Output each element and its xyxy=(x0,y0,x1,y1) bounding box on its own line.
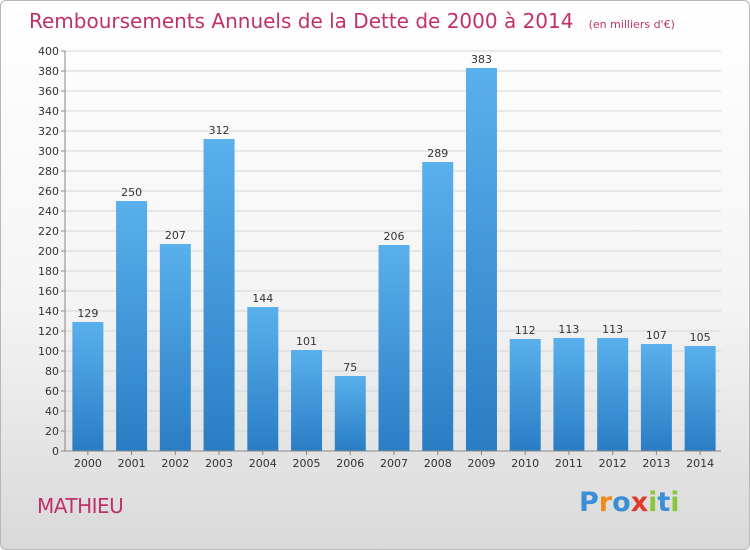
bar-2001 xyxy=(116,201,148,451)
data-label-2001: 250 xyxy=(121,186,142,199)
y-tick-label: 260 xyxy=(38,185,59,198)
y-tick-label: 240 xyxy=(38,205,59,218)
commune-name: MATHIEU xyxy=(37,494,124,518)
bar-2011 xyxy=(553,338,585,451)
y-tick-label: 340 xyxy=(38,105,59,118)
y-tick-label: 160 xyxy=(38,285,59,298)
y-tick-label: 280 xyxy=(38,165,59,178)
logo-letter: P xyxy=(579,487,599,518)
bar-2010 xyxy=(509,339,541,451)
data-label-2002: 207 xyxy=(165,229,186,242)
y-tick-label: 60 xyxy=(45,385,59,398)
bar-2000 xyxy=(72,322,104,451)
y-tick-label: 320 xyxy=(38,125,59,138)
y-tick-label: 200 xyxy=(38,245,59,258)
data-label-2000: 129 xyxy=(77,307,98,320)
bar-2009 xyxy=(465,68,497,451)
x-tick-label-2010: 2010 xyxy=(511,457,539,470)
data-label-2012: 113 xyxy=(602,323,623,336)
proxiti-logo: Proxiti xyxy=(579,487,680,518)
bar-2014 xyxy=(684,346,716,451)
data-label-2014: 105 xyxy=(690,331,711,344)
logo-letter: i xyxy=(648,487,658,518)
y-tick-label: 380 xyxy=(38,65,59,78)
y-tick-label: 180 xyxy=(38,265,59,278)
x-tick-label-2005: 2005 xyxy=(293,457,321,470)
x-tick-label-2000: 2000 xyxy=(74,457,102,470)
x-tick-label-2013: 2013 xyxy=(642,457,670,470)
logo-letter: o xyxy=(612,487,631,518)
logo-letter: i xyxy=(670,487,680,518)
x-tick-label-2011: 2011 xyxy=(555,457,583,470)
x-tick-label-2014: 2014 xyxy=(686,457,714,470)
y-tick-label: 40 xyxy=(45,405,59,418)
bar-2004 xyxy=(247,307,279,451)
chart-title: Remboursements Annuels de la Dette de 20… xyxy=(29,9,675,33)
x-tick-label-2003: 2003 xyxy=(205,457,233,470)
data-labels: 129 250 207 312 144 101 75 206 289 383 112 113 113 10… xyxy=(77,53,710,374)
bar-2003 xyxy=(203,139,235,451)
bar-2012 xyxy=(597,338,629,451)
bar-2007 xyxy=(378,245,410,451)
chart-title-text: Remboursements Annuels de la Dette de 20… xyxy=(29,9,573,33)
y-tick-label: 140 xyxy=(38,305,59,318)
data-label-2009: 383 xyxy=(471,53,492,66)
x-tick-label-2001: 2001 xyxy=(118,457,146,470)
data-label-2004: 144 xyxy=(252,292,273,305)
y-tick-label: 100 xyxy=(38,345,59,358)
y-tick-label: 120 xyxy=(38,325,59,338)
bar-2006 xyxy=(334,376,366,451)
chart-unit-label: (en milliers d'€) xyxy=(589,18,675,31)
bars xyxy=(72,68,716,451)
data-label-2005: 101 xyxy=(296,335,317,348)
y-tick-label: 300 xyxy=(38,145,59,158)
logo-letter: t xyxy=(657,487,671,518)
x-tick-label-2009: 2009 xyxy=(467,457,495,470)
data-label-2008: 289 xyxy=(427,147,448,160)
x-tick-label-2008: 2008 xyxy=(424,457,452,470)
y-tick-label: 400 xyxy=(38,45,59,58)
logo-letter: r xyxy=(598,487,613,518)
data-label-2013: 107 xyxy=(646,329,667,342)
y-tick-label: 360 xyxy=(38,85,59,98)
bar-2002 xyxy=(159,244,191,451)
y-tick-label: 20 xyxy=(45,425,59,438)
x-tick-label-2007: 2007 xyxy=(380,457,408,470)
x-tick-label-2002: 2002 xyxy=(161,457,189,470)
data-label-2007: 206 xyxy=(384,230,405,243)
x-tick-label-2006: 2006 xyxy=(336,457,364,470)
logo-letter: x xyxy=(630,487,649,518)
data-label-2003: 312 xyxy=(209,124,230,137)
bar-2013 xyxy=(640,344,672,451)
x-tick-label-2004: 2004 xyxy=(249,457,277,470)
data-label-2006: 75 xyxy=(343,361,357,374)
data-label-2010: 112 xyxy=(515,324,536,337)
x-axis-ticks: 2000 2001 2002 2003 2004 2005 2006 2007 2008 2009… xyxy=(74,451,714,470)
data-label-2011: 113 xyxy=(558,323,579,336)
x-tick-label-2012: 2012 xyxy=(599,457,627,470)
y-axis-ticks: 0 20 40 60 80 100 120 140 160 180 200 220 240 260 280 3… xyxy=(38,45,65,458)
y-tick-label: 0 xyxy=(52,445,59,458)
bar-2008 xyxy=(422,162,454,451)
y-tick-label: 80 xyxy=(45,365,59,378)
y-tick-label: 220 xyxy=(38,225,59,238)
bar-2005 xyxy=(291,350,323,451)
